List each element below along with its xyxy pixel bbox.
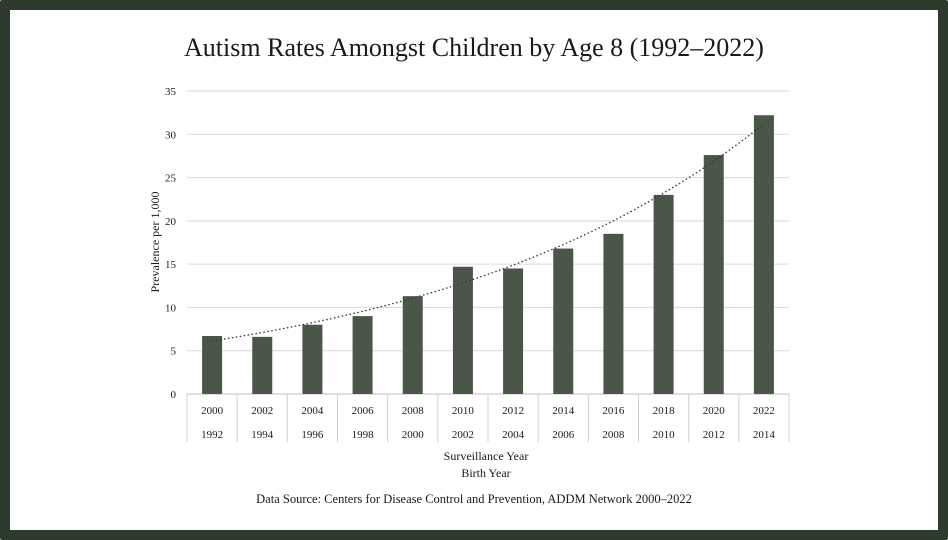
x-tick-label: 2000 — [201, 405, 224, 417]
x-tick-label: 2010 — [452, 405, 475, 417]
y-tick-label: 0 — [171, 389, 177, 401]
y-tick-label: 15 — [165, 259, 177, 271]
bar — [653, 194, 674, 394]
x-tick-label: 2012 — [502, 405, 524, 417]
x-secondary-tick-label: 2012 — [703, 429, 725, 441]
bar — [753, 115, 774, 395]
x-secondary-tick-label: 2004 — [502, 429, 525, 441]
bar — [402, 296, 423, 394]
x-tick-label: 2006 — [352, 405, 375, 417]
x-tick-label: 2014 — [552, 405, 575, 417]
bar — [202, 335, 223, 394]
x-axis-secondary-title: Birth Year — [461, 466, 510, 480]
y-tick-label: 35 — [165, 86, 177, 98]
chart-title: Autism Rates Amongst Children by Age 8 (… — [184, 33, 764, 62]
x-tick-label: 2022 — [753, 405, 775, 417]
bar — [352, 316, 373, 394]
bar — [503, 268, 524, 394]
y-tick-label: 10 — [165, 302, 177, 314]
x-secondary-tick-label: 1998 — [352, 429, 375, 441]
bar — [252, 336, 273, 394]
x-axis-title: Surveillance Year — [444, 449, 529, 463]
x-secondary-tick-label: 2010 — [653, 429, 676, 441]
y-tick-label: 20 — [165, 216, 177, 228]
x-secondary-tick-label: 2006 — [552, 429, 575, 441]
bars — [202, 115, 774, 395]
trendline — [211, 123, 765, 342]
x-tick-label: 2018 — [653, 405, 676, 417]
x-secondary-tick-label: 2008 — [602, 429, 625, 441]
x-secondary-tick-label: 2014 — [753, 429, 776, 441]
bar — [703, 155, 724, 394]
y-tick-label: 25 — [165, 173, 177, 185]
x-tick-label: 2002 — [251, 405, 273, 417]
x-secondary-tick-label: 2000 — [402, 429, 425, 441]
bar — [302, 324, 323, 394]
bar — [603, 233, 624, 394]
bar — [452, 266, 473, 394]
x-secondary-tick-label: 1992 — [201, 429, 223, 441]
x-tick-label: 2016 — [602, 405, 625, 417]
y-axis-title: Prevalence per 1,000 — [148, 192, 162, 293]
x-secondary-tick-label: 2002 — [452, 429, 474, 441]
category-table: 2000 1992 2002 1994 2004 1996 2006 1998 2008 2000… — [186, 394, 790, 442]
x-secondary-tick-label: 1996 — [301, 429, 324, 441]
x-tick-label: 2004 — [301, 405, 324, 417]
x-secondary-tick-label: 1994 — [251, 429, 274, 441]
y-tick-label: 5 — [171, 346, 177, 358]
bar — [553, 248, 574, 394]
y-tick-label: 30 — [165, 129, 177, 141]
data-source: Data Source: Centers for Disease Control… — [256, 492, 692, 506]
y-axis-ticks: 0 5 10 15 20 25 30 35 — [165, 86, 177, 401]
x-tick-label: 2020 — [703, 405, 726, 417]
x-tick-label: 2008 — [402, 405, 425, 417]
gridlines — [187, 90, 789, 395]
